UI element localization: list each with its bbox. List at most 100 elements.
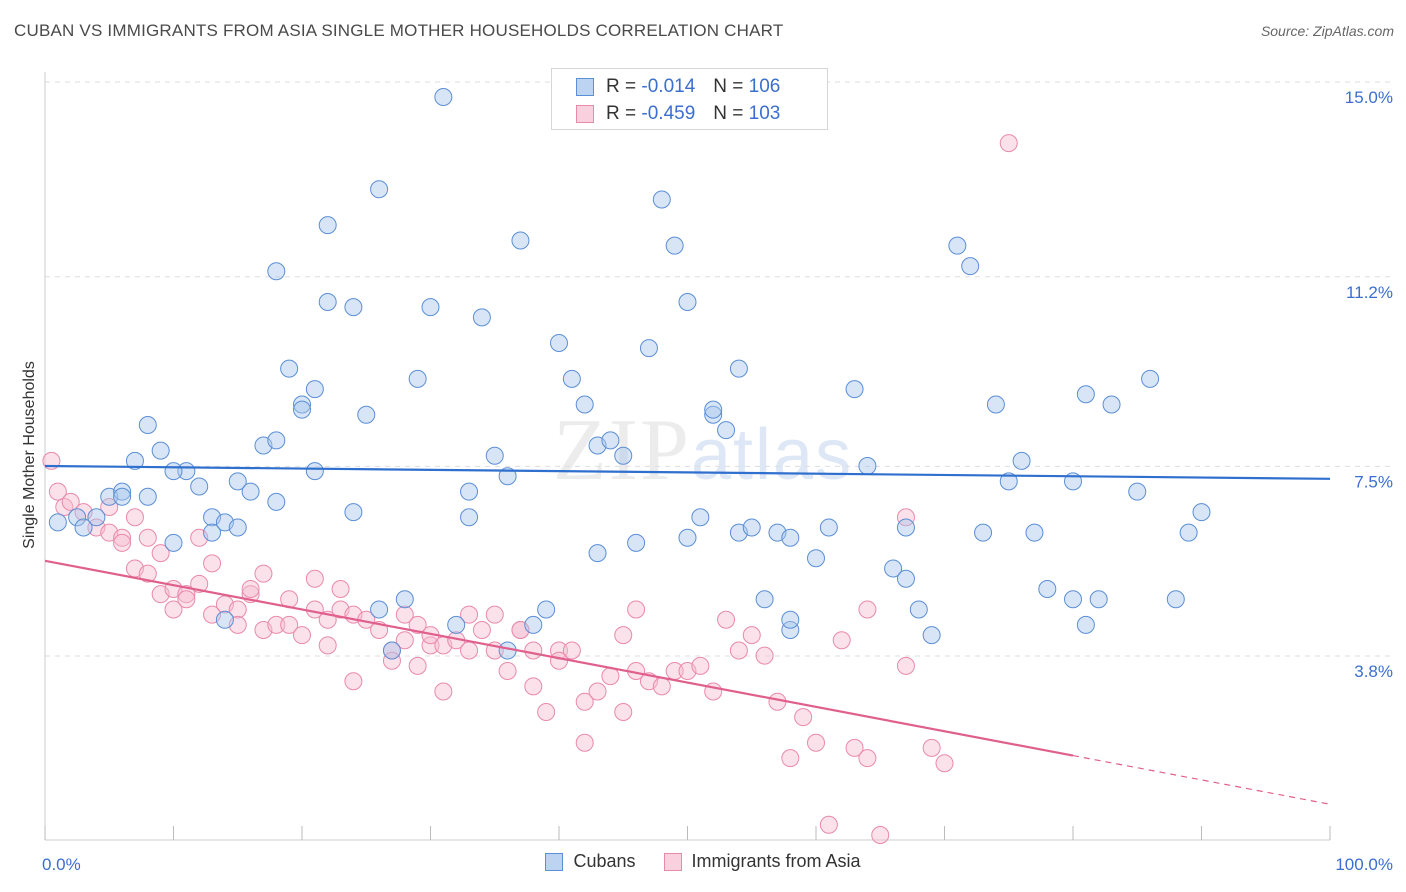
cubans-point (280, 359, 299, 378)
cubans-point (986, 395, 1005, 414)
asia-point (614, 703, 633, 721)
cubans-point (1064, 590, 1082, 609)
cubans-point (588, 544, 607, 563)
cubans-trend-line (44, 464, 1331, 480)
asia-point (807, 733, 825, 752)
cubans-point (1025, 523, 1044, 542)
cubans-point (627, 533, 646, 552)
cubans-point (395, 590, 414, 609)
cubans-point (421, 298, 440, 317)
cubans-point (1038, 580, 1057, 598)
asia-point (562, 641, 581, 660)
cubans-point (267, 431, 286, 450)
asia-point (524, 641, 543, 660)
cubans-point (1102, 395, 1121, 414)
asia-point (460, 605, 479, 624)
cubans-point (537, 600, 556, 619)
cubans-point (974, 523, 993, 542)
cubans-point (68, 508, 87, 527)
correlation-legend: R = -0.014 N = 106 R = -0.459 N = 103 (551, 68, 828, 130)
cubans-point (382, 641, 401, 660)
asia-point (896, 508, 915, 527)
tick-labels: 3.8% 7.5% 11.2% 15.0% 0.0% 100.0% (42, 88, 1393, 874)
asia-point (858, 749, 877, 768)
asia-point (280, 615, 299, 634)
cubans-point (1089, 590, 1108, 609)
asia-point (472, 621, 491, 639)
asia-point (434, 682, 453, 701)
cubans-point (370, 180, 389, 199)
x-tick-label: 100.0% (1335, 855, 1393, 874)
cubans-point (215, 610, 234, 629)
cubans-point (742, 518, 761, 537)
cubans-point (896, 569, 915, 588)
asia-point (652, 677, 671, 696)
asia-point (498, 662, 517, 680)
asia-point (819, 815, 838, 834)
legend-item-cubans: Cubans (545, 851, 636, 872)
axes (44, 72, 1331, 841)
asia-point (408, 656, 427, 675)
legend-n-label: N = (713, 76, 744, 97)
asia-point (331, 580, 350, 598)
cubans-point (305, 462, 324, 481)
cubans-point (562, 369, 581, 388)
cubans-point (1076, 615, 1095, 634)
cubans-point (125, 451, 144, 470)
cubans-point (1166, 590, 1185, 609)
cubans-point (434, 88, 453, 106)
asia-point (305, 569, 324, 588)
y-tick-label: 7.5% (1354, 472, 1393, 491)
asia-point (177, 585, 196, 604)
cubans-point (318, 216, 337, 235)
grid-lines (45, 81, 1390, 657)
legend-n-value: 106 (748, 76, 781, 97)
cubans-point (190, 477, 209, 496)
asia-point (48, 482, 67, 501)
cubans-point (819, 518, 838, 537)
cubans-point (858, 457, 877, 475)
cubans-point (344, 503, 363, 522)
asia-point (524, 677, 543, 696)
cubans-point (460, 508, 479, 527)
cubans-point (138, 416, 157, 434)
legend-r-label: R = (606, 103, 637, 124)
asia-point (113, 533, 132, 552)
cubans-point (781, 528, 800, 547)
asia-point (125, 508, 144, 527)
asia-point (177, 590, 196, 609)
asia-point (408, 615, 427, 634)
cubans-point (370, 600, 389, 619)
asia-point (113, 528, 132, 547)
chart-title: CUBAN VS IMMIGRANTS FROM ASIA SINGLE MOT… (14, 21, 784, 40)
y-axis-label: Single Mother Households (21, 361, 38, 549)
legend-n-label: N = (713, 103, 744, 124)
cubans-point (408, 369, 427, 388)
legend-r-label: R = (606, 76, 637, 97)
asia-point (601, 667, 620, 686)
asia-point (832, 631, 851, 650)
cubans-points (48, 88, 1211, 660)
asia-point (241, 580, 260, 598)
cubans-point (575, 395, 594, 414)
cubans-point (729, 359, 748, 378)
cubans-point (164, 533, 183, 552)
asia-point (717, 610, 736, 629)
cubans-point (704, 405, 723, 424)
cubans-point (267, 492, 286, 511)
cubans-point (781, 610, 800, 629)
asia-point (575, 692, 594, 711)
asia-trend-line (44, 559, 1074, 757)
y-tick-label: 11.2% (1346, 283, 1393, 302)
cubans-point (357, 405, 376, 424)
cubans-point (1012, 451, 1031, 470)
legend-r-value: -0.014 (641, 76, 696, 97)
cubans-point (267, 262, 286, 281)
asia-point (858, 600, 877, 619)
cubans-point (228, 518, 247, 537)
asia-point (845, 738, 864, 757)
source-label: Source: ZipAtlas.com (1260, 23, 1394, 39)
cubans-point (1128, 482, 1147, 501)
cubans-swatch (545, 852, 564, 871)
cubans-point (228, 472, 247, 491)
